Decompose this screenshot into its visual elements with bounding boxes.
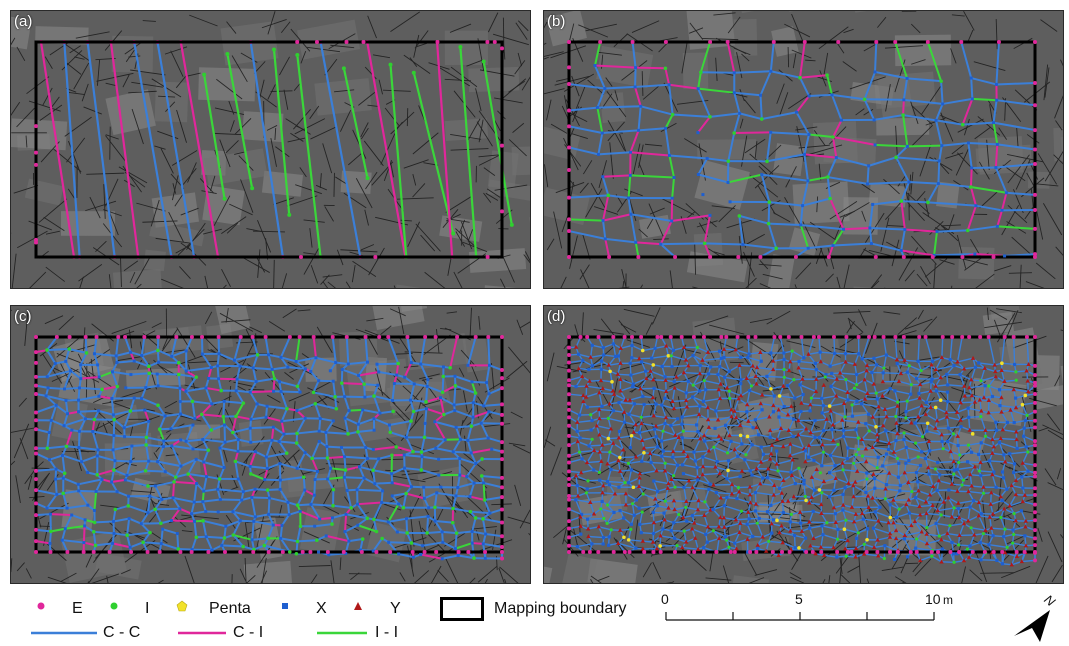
scale-tick-5: 5 bbox=[795, 591, 803, 607]
legend-ii-line bbox=[317, 631, 367, 635]
legend-i-symbol bbox=[110, 602, 118, 610]
panel-c: (c) bbox=[10, 305, 531, 584]
scale-bar bbox=[665, 612, 935, 621]
map-panel-c bbox=[11, 306, 530, 583]
legend-boundary-symbol bbox=[440, 597, 484, 621]
legend-x-label: X bbox=[316, 600, 327, 617]
panel-label-c: (c) bbox=[14, 308, 32, 325]
panel-b: (b) bbox=[543, 10, 1064, 289]
legend-penta-label: Penta bbox=[209, 600, 251, 617]
legend-ci-line bbox=[178, 631, 226, 635]
scale-unit: m bbox=[943, 593, 953, 607]
north-arrow-icon bbox=[1014, 610, 1050, 642]
map-panel-a bbox=[11, 11, 530, 288]
north-arrow-label: N bbox=[1041, 591, 1059, 610]
legend-i-label: I bbox=[145, 600, 150, 617]
panel-label-b: (b) bbox=[547, 13, 566, 30]
legend-y-label: Y bbox=[390, 600, 401, 617]
legend-e-symbol bbox=[37, 602, 45, 610]
panel-label-a: (a) bbox=[14, 13, 33, 30]
legend-ci-label: C - I bbox=[233, 624, 264, 641]
scale-tick-0: 0 bbox=[661, 591, 669, 607]
legend-e-label: E bbox=[72, 600, 83, 617]
legend-ii-label: I - I bbox=[375, 624, 399, 641]
legend-x-symbol bbox=[282, 603, 288, 609]
map-panel-d bbox=[544, 306, 1063, 583]
panel-a: (a) bbox=[10, 10, 531, 289]
legend-y-symbol bbox=[354, 602, 362, 610]
legend-penta-symbol bbox=[176, 600, 188, 612]
legend-boundary-label: Mapping boundary bbox=[494, 600, 627, 617]
scale-tick-10: 10 bbox=[925, 591, 941, 607]
map-panel-b bbox=[544, 11, 1063, 288]
panel-label-d: (d) bbox=[547, 308, 566, 325]
legend-cc-line bbox=[31, 631, 97, 635]
panel-d: (d) bbox=[543, 305, 1064, 584]
legend-cc-label: C - C bbox=[103, 624, 141, 641]
